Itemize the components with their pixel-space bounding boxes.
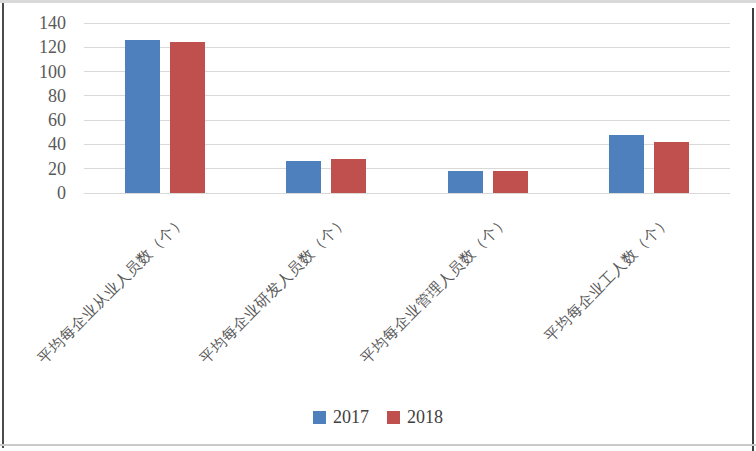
frame-right-line (752, 8, 754, 451)
bar-2018-category-1 (170, 42, 205, 193)
category-label: 平均每企业从业人员数（个） (34, 212, 190, 368)
bar-2017-category-2 (286, 161, 321, 193)
legend-item-2018: 2018 (387, 408, 443, 426)
bar-2017-category-1 (125, 40, 160, 193)
y-axis-tick-label: 80 (0, 86, 66, 106)
y-axis-tick-label: 40 (0, 134, 66, 154)
y-axis-tick-label: 120 (0, 37, 66, 57)
bar-chart: 0 20 40 60 80 100 120 140 平均每企业从业人员数（个）平均每企业研发人… (0, 0, 756, 451)
bar-2018-category-2 (331, 159, 366, 193)
legend-item-2017: 2017 (313, 408, 369, 426)
bar-2017-category-3 (448, 171, 483, 193)
y-axis-tick-label: 60 (0, 110, 66, 130)
legend-label: 2017 (333, 408, 369, 426)
frame-left-line (2, 3, 4, 448)
legend: 2017 2018 (0, 408, 756, 426)
category-label: 平均每企业管理人员数（个） (357, 212, 513, 368)
category-label: 平均每企业研发人员数（个） (196, 212, 352, 368)
legend-swatch-2017 (313, 411, 326, 424)
bar-2017-category-4 (609, 135, 644, 193)
y-axis-tick-label: 100 (0, 62, 66, 82)
y-axis-tick-label: 140 (0, 13, 66, 33)
y-axis-tick-label: 20 (0, 159, 66, 179)
gridline (84, 23, 730, 24)
legend-swatch-2018 (387, 411, 400, 424)
frame-bottom-line (0, 444, 756, 446)
legend-label: 2018 (407, 408, 443, 426)
bar-2018-category-4 (654, 142, 689, 193)
y-axis-tick-label: 0 (0, 183, 66, 203)
bar-2018-category-3 (493, 171, 528, 193)
category-label: 平均每企业工人数（个） (541, 212, 675, 346)
frame-top-line (0, 0, 756, 3)
